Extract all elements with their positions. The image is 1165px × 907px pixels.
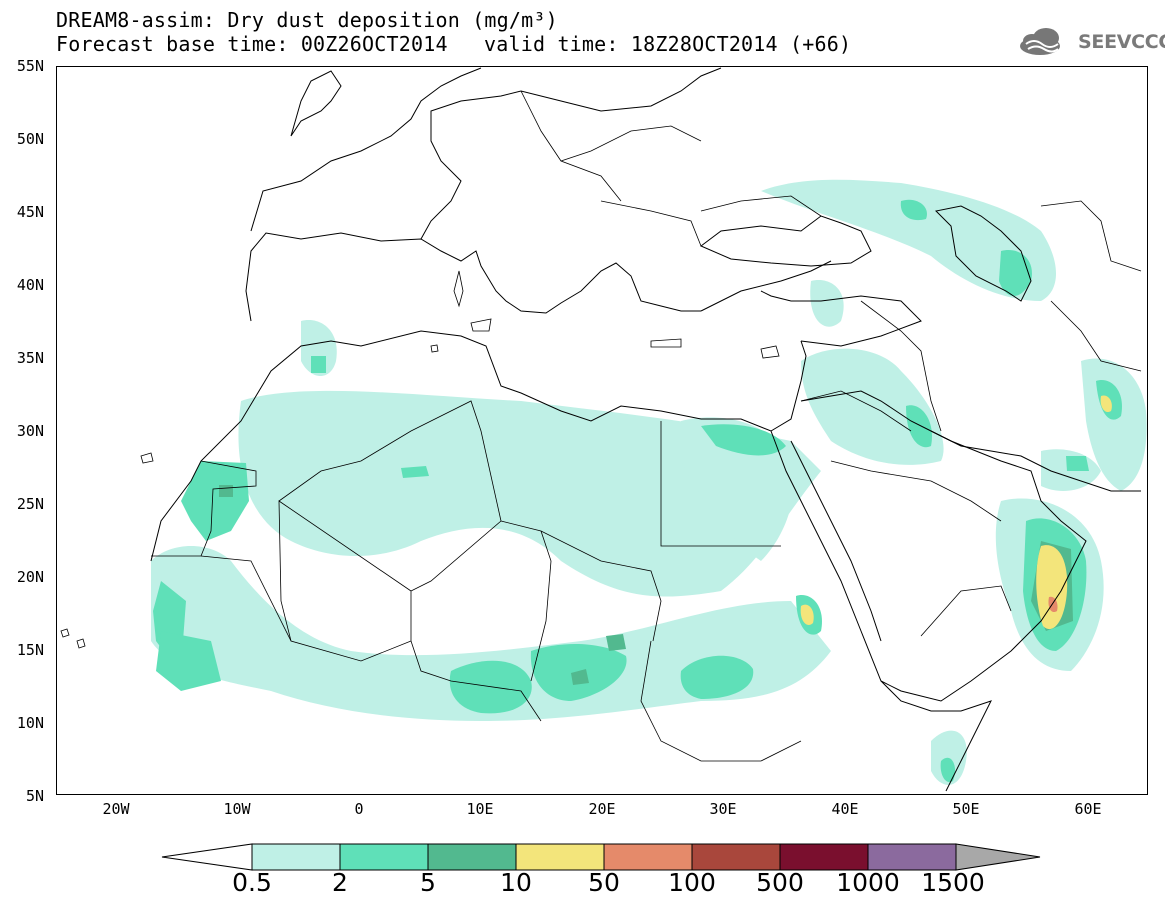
deposition-level-10	[800, 395, 1112, 630]
colorbar-overflow	[955, 843, 1041, 871]
colorbar-bin	[515, 843, 605, 871]
lon-label: 30E	[709, 800, 737, 818]
colorbar	[161, 843, 1041, 871]
colorbar-label: 50	[588, 868, 620, 897]
lat-label: 55N	[16, 57, 44, 75]
forecast-base-time: Forecast base time: 00Z26OCT2014	[56, 32, 448, 56]
deposition-level-50	[1048, 596, 1058, 613]
colorbar-bin	[867, 843, 957, 871]
valid-time: valid time: 18Z28OCT2014 (+66)	[484, 32, 852, 56]
colorbar-bin	[427, 843, 517, 871]
map-panel	[56, 66, 1148, 795]
colorbar-bin	[779, 843, 869, 871]
lon-label: 20E	[588, 800, 616, 818]
coastlines	[150, 67, 1141, 792]
islands	[60, 270, 780, 649]
lon-label: 40E	[831, 800, 859, 818]
country-borders	[151, 90, 1142, 762]
colorbar-label: 100	[668, 868, 716, 897]
colorbar-bin	[691, 843, 781, 871]
lat-label: 5N	[25, 787, 44, 805]
lat-label: 25N	[16, 495, 44, 513]
colorbar-label: 0.5	[232, 868, 272, 897]
colorbar-underflow	[161, 843, 253, 871]
colorbar-label: 500	[756, 868, 804, 897]
deposition-level-0.5	[151, 179, 1147, 785]
dust-deposition-map	[60, 67, 1147, 792]
colorbar-label: 1000	[836, 868, 900, 897]
seevccc-logo	[1020, 28, 1060, 55]
colorbar-bin	[251, 843, 341, 871]
map-title: DREAM8-assim: Dry dust deposition (mg/m³…	[56, 8, 558, 32]
colorbar-label: 2	[332, 868, 348, 897]
colorbar-label: 5	[420, 868, 436, 897]
lat-label: 10N	[16, 714, 44, 732]
lon-label: 20W	[102, 800, 130, 818]
lat-label: 40N	[16, 276, 44, 294]
lat-label: 50N	[16, 130, 44, 148]
lat-label: 15N	[16, 641, 44, 659]
lat-label: 20N	[16, 568, 44, 586]
lon-label: 50E	[952, 800, 980, 818]
lat-label: 30N	[16, 422, 44, 440]
logo-text: SEEVCCC	[1078, 31, 1165, 53]
colorbar-label: 10	[500, 868, 532, 897]
colorbar-bin	[339, 843, 429, 871]
lon-label: 10W	[223, 800, 251, 818]
lon-label: 60E	[1074, 800, 1102, 818]
colorbar-label: 1500	[921, 868, 985, 897]
lon-label: 0	[354, 800, 364, 818]
lon-label: 10E	[466, 800, 494, 818]
colorbar-bin	[603, 843, 693, 871]
lat-label: 45N	[16, 203, 44, 221]
lat-label: 35N	[16, 349, 44, 367]
